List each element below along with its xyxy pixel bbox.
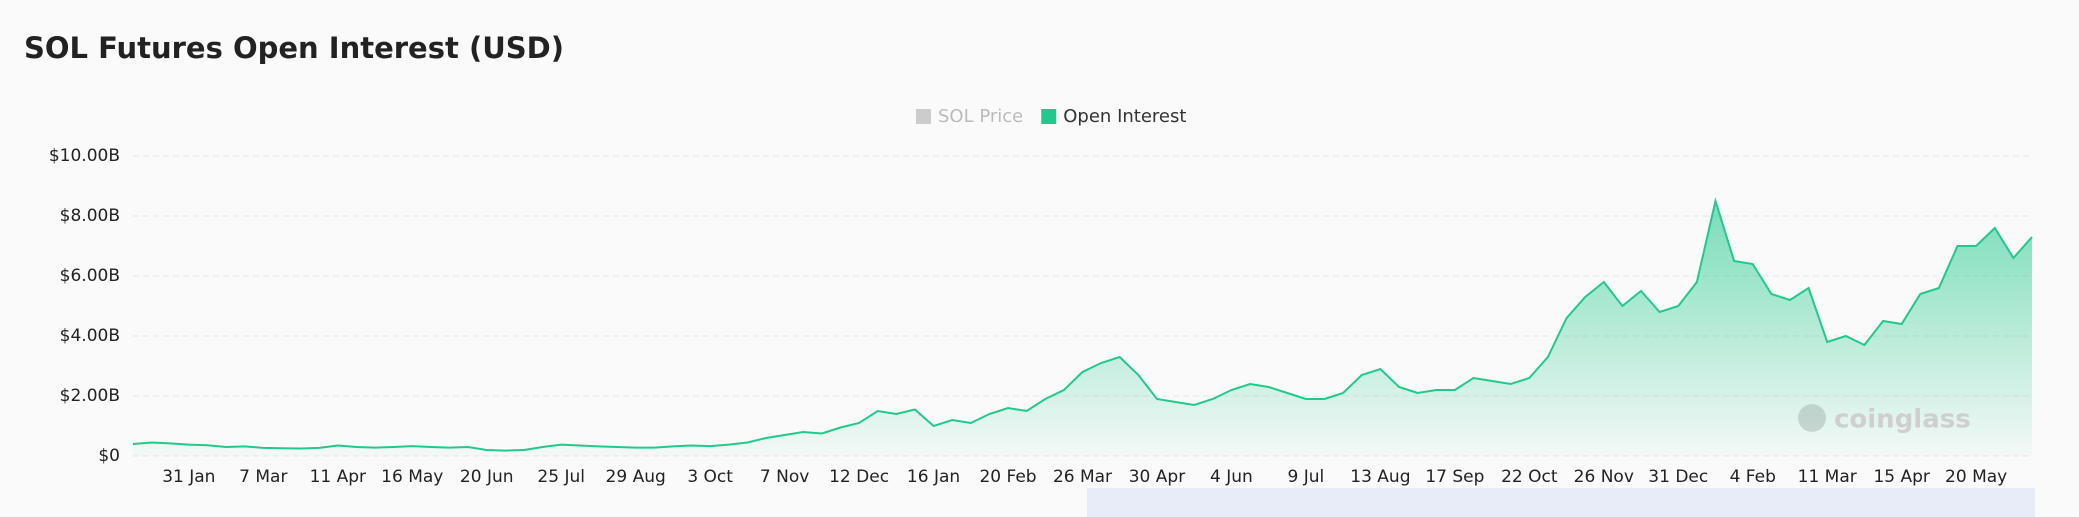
legend-swatch[interactable]	[1041, 109, 1057, 124]
x-tick-label: 9 Jul	[1288, 467, 1325, 487]
legend-label[interactable]: SOL Price	[938, 106, 1023, 127]
x-tick-label: 4 Feb	[1730, 467, 1776, 487]
legend-swatch[interactable]	[916, 109, 931, 124]
x-tick-label: 31 Jan	[162, 467, 215, 487]
legend-label[interactable]: Open Interest	[1063, 106, 1186, 127]
x-tick-label: 25 Jul	[537, 467, 585, 487]
x-tick-label: 15 Apr	[1873, 467, 1929, 487]
x-tick-label: 12 Dec	[829, 467, 889, 487]
x-tick-label: 29 Aug	[606, 467, 666, 487]
x-tick-label: 26 Mar	[1053, 467, 1112, 487]
x-tick-label: 31 Dec	[1648, 467, 1708, 487]
x-tick-label: 3 Oct	[687, 467, 733, 487]
watermark: coinglass	[1834, 405, 1971, 435]
y-tick-label: $2.00B	[60, 386, 120, 406]
x-tick-label: 26 Nov	[1574, 467, 1634, 487]
x-tick-label: 11 Apr	[310, 467, 366, 487]
x-tick-label: 30 Apr	[1129, 467, 1185, 487]
x-tick-label: 16 Jan	[907, 467, 960, 487]
chart-title: SOL Futures Open Interest (USD)	[24, 31, 564, 65]
x-tick-label: 17 Sep	[1425, 467, 1484, 487]
x-tick-label: 13 Aug	[1350, 467, 1410, 487]
x-tick-label: 20 Feb	[979, 467, 1036, 487]
x-tick-label: 16 May	[381, 467, 443, 487]
y-tick-label: $4.00B	[60, 326, 120, 346]
x-tick-label: 11 Mar	[1798, 467, 1857, 487]
area	[133, 201, 2032, 456]
x-tick-label: 4 Jun	[1210, 467, 1253, 487]
x-tick-label: 20 May	[1945, 467, 2007, 487]
line	[132, 197, 2033, 452]
x-tick-label: 7 Nov	[760, 467, 809, 487]
range-navigator[interactable]	[1087, 488, 2035, 517]
x-tick-label: 20 Jun	[460, 467, 514, 487]
y-tick-label: $10.00B	[49, 146, 120, 166]
y-tick-label: $8.00B	[60, 206, 120, 226]
x-tick-label: 22 Oct	[1501, 467, 1558, 487]
y-tick-label: $0	[98, 446, 120, 466]
y-tick-label: $6.00B	[60, 266, 120, 286]
x-tick-label: 7 Mar	[239, 467, 287, 487]
